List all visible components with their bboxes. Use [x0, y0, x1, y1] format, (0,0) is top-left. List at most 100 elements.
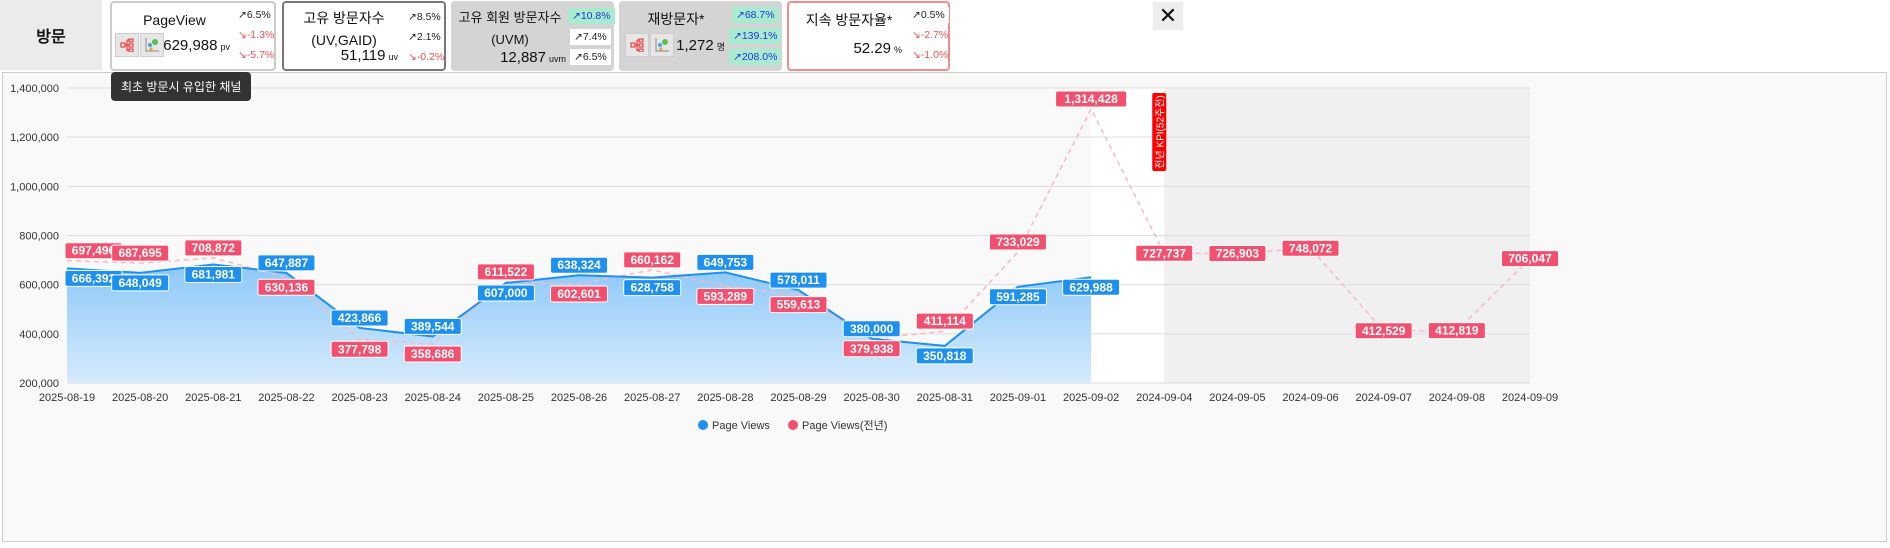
change: 7.4% — [582, 31, 607, 43]
data-label-page-views: 638,324 — [557, 258, 601, 272]
card-title: 고유 방문자수 — [303, 10, 385, 26]
data-label-last-year-bg — [1135, 244, 1194, 262]
data-label-last-year-bg — [111, 244, 170, 262]
data-label-last-year: 358,686 — [411, 347, 455, 361]
data-label-last-year-bg — [330, 340, 389, 358]
card-title: 지속 방문자율* — [805, 12, 893, 28]
x-tick-label: 2025-08-27 — [624, 392, 680, 404]
change: -2.7% — [920, 29, 949, 41]
data-label-page-views-bg — [257, 254, 316, 272]
card-revisit[interactable]: 재방문자* 1,272 명 ↗68.7% ↗139.1% ↗208.0% — [619, 1, 782, 71]
x-tick-label: 2024-09-08 — [1429, 392, 1485, 404]
card-value: 52.29 — [853, 40, 891, 57]
card-value: 1,272 — [676, 37, 714, 54]
data-label-last-year: 726,903 — [1216, 246, 1260, 260]
data-label-page-views: 578,011 — [777, 273, 820, 287]
data-label-last-year: 593,289 — [704, 289, 748, 303]
x-tick-label: 2024-09-04 — [1136, 392, 1192, 404]
channel-tree-icon[interactable] — [115, 33, 139, 57]
y-tick-label: 200,000 — [19, 378, 59, 390]
x-tick-label: 2024-09-09 — [1502, 392, 1558, 404]
legend-label: Page Views(전년) — [802, 419, 887, 432]
card-uvm[interactable]: 고유 회원 방문자수 (UVM) 12,887 uvm ↗10.8% ↗7.4% ↗… — [451, 1, 615, 71]
change: -5.7% — [246, 49, 275, 61]
card-value: 51,119 — [340, 47, 386, 64]
area-fill — [67, 264, 1092, 383]
data-label-last-year-bg — [403, 345, 462, 363]
section-label: 방문 — [0, 0, 102, 70]
data-label-page-views-bg — [111, 274, 170, 292]
data-label-page-views-bg — [184, 266, 243, 284]
legend-label: Page Views — [712, 420, 770, 432]
card-unit: % — [893, 45, 902, 55]
card-value: 629,988 — [163, 37, 218, 54]
data-label-last-year: 748,072 — [1289, 241, 1333, 255]
card-uv[interactable]: 고유 방문자수 (UV,GAID) 51,119 uv ↗8.5% ↗2.1% ↘-… — [282, 1, 446, 71]
change: -0.2% — [416, 51, 445, 63]
bubble-chart-icon[interactable] — [650, 33, 674, 57]
x-tick-label: 2025-08-21 — [185, 392, 241, 404]
data-label-last-year-bg — [550, 285, 609, 303]
data-label-last-year: 630,136 — [265, 280, 309, 294]
card-unit: uv — [388, 52, 398, 62]
change: 2.1% — [416, 31, 441, 43]
change: 0.5% — [920, 9, 945, 21]
y-tick-label: 400,000 — [19, 329, 59, 341]
data-label-last-year: 412,529 — [1362, 324, 1406, 338]
data-label-page-views: 649,753 — [704, 255, 748, 269]
data-label-page-views: 607,000 — [484, 286, 528, 300]
data-label-last-year: 708,872 — [192, 241, 236, 255]
data-label-page-views: 423,866 — [338, 311, 382, 325]
card-retention[interactable]: 지속 방문자율* 52.29% ↗0.5% ↘-2.7% ↘-1.0% — [787, 1, 950, 71]
data-label-last-year-bg — [1208, 244, 1267, 262]
data-label-page-views: 666,392 — [72, 271, 116, 285]
data-label-page-views-bg — [623, 279, 682, 297]
y-tick-label: 1,000,000 — [10, 181, 59, 193]
card-unit: pv — [220, 42, 230, 52]
data-label-last-year: 660,162 — [631, 253, 675, 267]
data-label-page-views-bg — [842, 320, 901, 338]
kpi-annotation: 전년 KPI(52주전) — [1154, 95, 1166, 168]
x-tick-label: 2024-09-05 — [1209, 392, 1265, 404]
kpi-annotation-bg — [1152, 93, 1167, 171]
channel-tree-icon[interactable] — [625, 33, 649, 57]
data-label-last-year: 411,114 — [924, 314, 966, 328]
data-label-page-views: 629,988 — [1069, 280, 1113, 294]
change: -1.0% — [920, 49, 949, 61]
data-label-page-views: 647,887 — [265, 256, 309, 270]
data-label-last-year-bg — [1427, 322, 1486, 340]
data-label-page-views: 380,000 — [850, 322, 894, 336]
x-tick-label: 2024-09-06 — [1282, 392, 1338, 404]
data-label-last-year-bg — [184, 239, 243, 257]
data-label-last-year-bg — [623, 251, 682, 269]
data-label-page-views-bg — [330, 309, 389, 327]
data-label-page-views: 389,544 — [411, 319, 455, 333]
x-tick-label: 2025-08-30 — [844, 392, 900, 404]
data-label-page-views-bg — [403, 317, 462, 335]
card-title: 고유 회원 방문자수 — [458, 10, 562, 25]
data-label-last-year-bg — [696, 287, 755, 305]
change: 139.1% — [741, 30, 778, 42]
close-button[interactable]: ✕ — [1153, 2, 1183, 30]
change: 10.8% — [580, 10, 611, 22]
card-title: PageView — [143, 12, 206, 28]
data-label-page-views-bg — [769, 271, 828, 289]
x-tick-label: 2025-08-28 — [697, 392, 753, 404]
x-tick-label: 2025-08-31 — [917, 392, 973, 404]
card-unit: uvm — [548, 54, 566, 64]
y-tick-label: 800,000 — [19, 231, 59, 243]
data-label-last-year: 697,496 — [72, 244, 116, 258]
card-pageview[interactable]: PageView 629,988 pv ↗6.5% ↘-1.3% ↘-5.7% — [110, 1, 276, 71]
data-label-last-year: 727,737 — [1143, 246, 1187, 260]
data-label-page-views: 648,049 — [118, 276, 162, 290]
change: 208.0% — [741, 51, 778, 63]
data-label-last-year: 611,522 — [485, 265, 528, 279]
change: 6.5% — [582, 51, 607, 63]
card-subtitle: (UVM) — [491, 32, 529, 47]
x-tick-label: 2025-08-23 — [331, 392, 387, 404]
change: 68.7% — [744, 9, 775, 21]
data-label-last-year: 1,314,428 — [1064, 92, 1118, 106]
bubble-chart-icon[interactable] — [140, 33, 164, 57]
change: -1.3% — [246, 29, 275, 41]
x-tick-label: 2025-09-01 — [990, 392, 1046, 404]
